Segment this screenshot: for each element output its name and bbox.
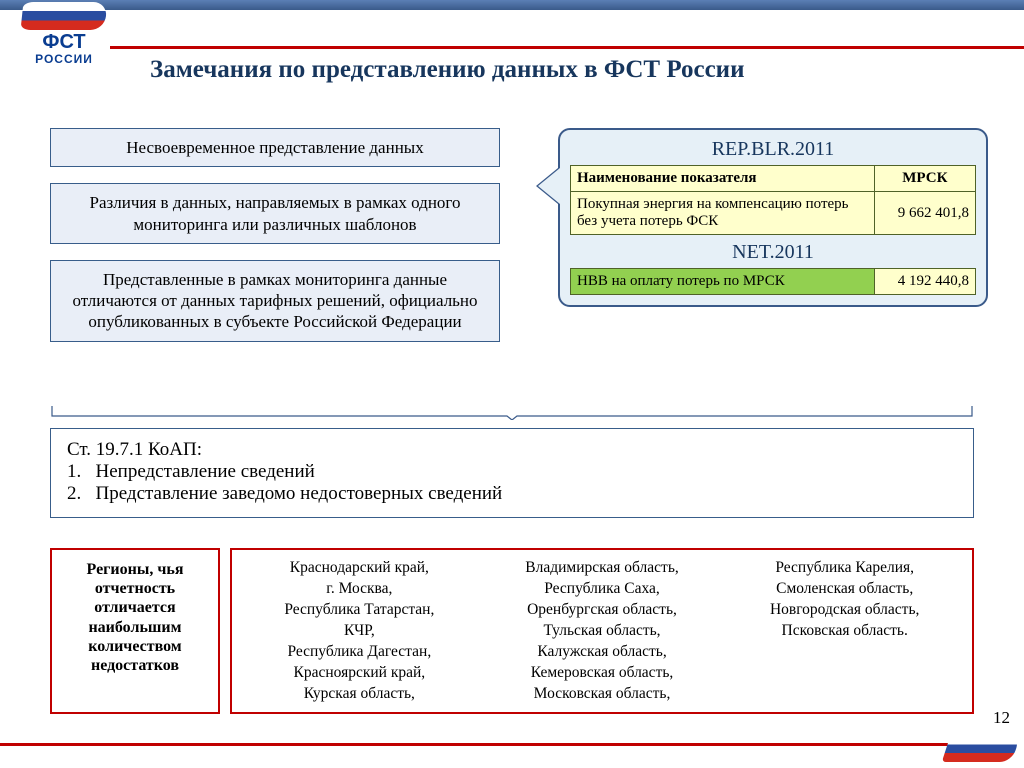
law-item-2: 2. Представление заведомо недостоверных … (67, 483, 957, 505)
law-head: Ст. 19.7.1 КоАП: (67, 439, 957, 461)
regions-col-1: Краснодарский край, г. Москва, Республик… (238, 558, 481, 704)
law-item-2-text: Представление заведомо недостоверных све… (96, 483, 503, 504)
footer-flag-icon (942, 736, 1020, 762)
top-bar (0, 0, 1024, 10)
page-title: Замечания по представлению данных в ФСТ … (150, 56, 744, 84)
regions-label: Регионы, чья отчетность отличается наибо… (50, 548, 220, 714)
regions-col-3: Республика Карелия, Смоленская область, … (723, 558, 966, 704)
regions-section: Регионы, чья отчетность отличается наибо… (50, 548, 974, 714)
rep-th-mrsk: МРСК (874, 166, 975, 192)
rep-table: Наименование показателя МРСК Покупная эн… (570, 165, 976, 235)
law-box: Ст. 19.7.1 КоАП: 1. Непредставление свед… (50, 428, 974, 518)
net-row-label: НВВ на оплату потерь по МРСК (571, 269, 875, 295)
net-table: НВВ на оплату потерь по МРСК 4 192 440,8 (570, 268, 976, 295)
rep-title: REP.BLR.2011 (570, 138, 976, 161)
logo-text-1: ФСТ (14, 32, 114, 52)
header-red-line (110, 46, 1024, 49)
box-late-submission: Несвоевременное представление данных (50, 128, 500, 167)
box-data-differences: Различия в данных, направляемых в рамках… (50, 183, 500, 244)
page-number: 12 (993, 708, 1010, 728)
regions-list: Краснодарский край, г. Москва, Республик… (230, 548, 974, 714)
left-column: Несвоевременное представление данных Раз… (50, 128, 500, 358)
net-row-value: 4 192 440,8 (874, 269, 975, 295)
footer-red-line (0, 743, 950, 746)
rep-row-value: 9 662 401,8 (874, 192, 975, 235)
callout-arrow-icon (538, 168, 560, 204)
flag-icon (21, 2, 108, 30)
logo-text-2: РОССИИ (14, 52, 114, 66)
rep-th-name: Наименование показателя (571, 166, 875, 192)
law-item-1-text: Непредставление сведений (96, 461, 315, 482)
net-title: NET.2011 (570, 241, 976, 264)
fst-logo: ФСТ РОССИИ (14, 2, 114, 74)
box-published-mismatch: Представленные в рамках мониторинга данн… (50, 260, 500, 342)
grouping-bracket (50, 406, 974, 420)
callout-panel: REP.BLR.2011 Наименование показателя МРС… (558, 128, 988, 307)
rep-row-label: Покупная энергия на компенсацию потерь б… (571, 192, 875, 235)
law-item-1: 1. Непредставление сведений (67, 461, 957, 483)
regions-col-2: Владимирская область, Республика Саха, О… (481, 558, 724, 704)
